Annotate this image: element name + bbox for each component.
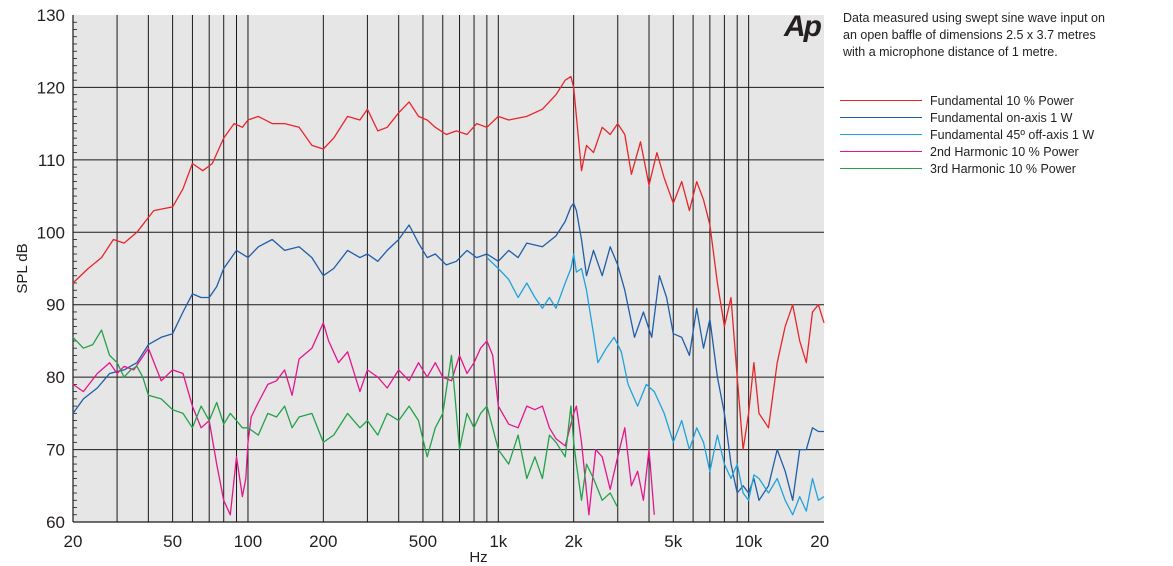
legend-swatch (840, 100, 922, 101)
series-line-5 (72, 329, 619, 508)
series-line-1 (72, 75, 825, 451)
x-tick-label: 2k (565, 532, 583, 551)
y-tick-label: 80 (46, 368, 65, 387)
legend-swatch (840, 168, 922, 169)
x-tick-label: 100 (234, 532, 262, 551)
x-tick-label: 500 (409, 532, 437, 551)
legend-label: Fundamental on-axis 1 W (930, 110, 1073, 125)
y-tick-label: 100 (37, 223, 65, 242)
legend-item-fundamental-on-axis: Fundamental on-axis 1 W (840, 109, 1094, 126)
x-tick-label: 1k (489, 532, 507, 551)
series-lines (72, 75, 825, 516)
legend-label: 3rd Harmonic 10 % Power (930, 161, 1076, 176)
x-axis-label: Hz (469, 549, 487, 566)
grid (72, 15, 824, 523)
legend: Fundamental 10 % Power Fundamental on-ax… (840, 92, 1094, 177)
legend-item-fundamental-45-off-axis: Fundamental 45º off-axis 1 W (840, 126, 1094, 143)
legend-label: Fundamental 10 % Power (930, 93, 1074, 108)
legend-label: 2nd Harmonic 10 % Power (930, 144, 1079, 159)
legend-label: Fundamental 45º off-axis 1 W (930, 127, 1095, 142)
x-tick-label: 20 (64, 532, 83, 551)
note-line: with a microphone distance of 1 metre. (843, 45, 1058, 59)
series-line-3 (486, 253, 825, 516)
measurement-note: Data measured using swept sine wave inpu… (843, 10, 1168, 61)
legend-item-fundamental-10pct: Fundamental 10 % Power (840, 92, 1094, 109)
frequency-response-chart: 20 50 100 200 500 1k 2k 5k 10k 20k 60 70 80 90 100 110 1… (14, 6, 830, 566)
x-tick-label: 200 (309, 532, 337, 551)
x-tick-label: 50 (163, 532, 182, 551)
tick-labels: 20 50 100 200 500 1k 2k 5k 10k 20k 60 70 80 90 100 110 1… (37, 6, 830, 551)
y-tick-label: 130 (37, 6, 65, 25)
note-line: Data measured using swept sine wave inpu… (843, 11, 1105, 25)
legend-swatch (840, 151, 922, 152)
y-tick-label: 90 (46, 296, 65, 315)
y-tick-label: 120 (37, 78, 65, 97)
y-axis-label: SPL dB (14, 243, 31, 293)
series-line-2 (72, 202, 824, 501)
x-tick-label: 10k (735, 532, 763, 551)
note-line: an open baffle of dimensions 2.5 x 3.7 m… (843, 28, 1096, 42)
legend-item-2nd-harmonic: 2nd Harmonic 10 % Power (840, 143, 1094, 160)
y-tick-label: 110 (38, 151, 65, 170)
legend-swatch (840, 134, 922, 135)
series-line-4 (72, 322, 655, 516)
x-tick-label: 20k (810, 532, 830, 551)
x-tick-label: 5k (664, 532, 682, 551)
legend-swatch (840, 117, 922, 118)
y-tick-label: 70 (46, 441, 65, 460)
legend-item-3rd-harmonic: 3rd Harmonic 10 % Power (840, 160, 1094, 177)
ap-logo: Ap (784, 10, 822, 43)
y-tick-label: 60 (46, 513, 65, 532)
plot-area (73, 15, 824, 522)
